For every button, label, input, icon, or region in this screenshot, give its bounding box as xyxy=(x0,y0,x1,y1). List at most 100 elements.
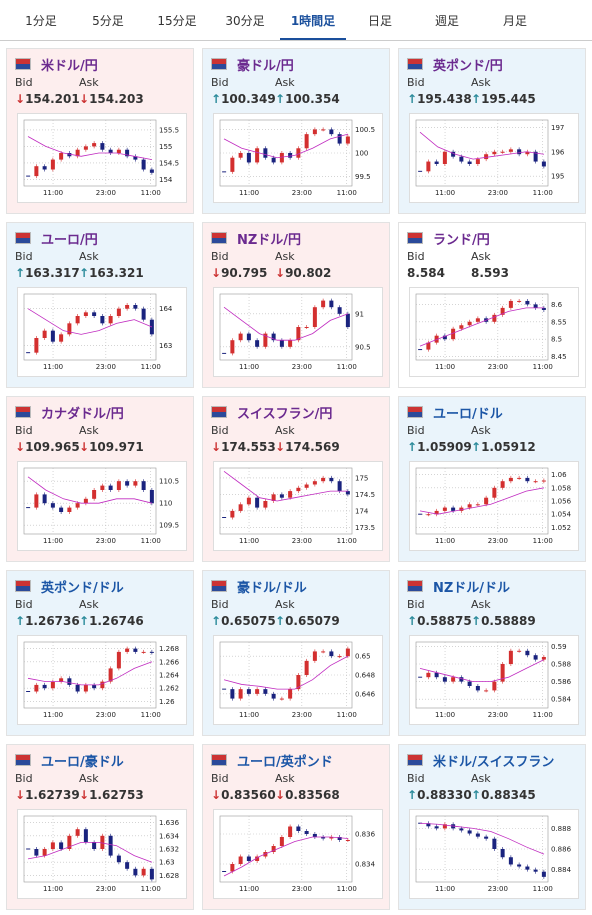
candle xyxy=(541,871,546,877)
candle xyxy=(296,675,301,690)
ask-value: ↑1.26746 xyxy=(79,614,144,628)
bid-label: Bid xyxy=(211,250,229,263)
candle xyxy=(345,136,350,144)
mini-chart: 173.5 174 174.5 175 11:00 23:00 11:00 xyxy=(213,461,383,551)
rate-card[interactable]: 豪ドル/円 Bid Ask ↑100.349 ↑100.354 99.5 100 100.5 1… xyxy=(202,48,390,214)
ask-label: Ask xyxy=(471,424,491,437)
x-tick-label: 11:00 xyxy=(141,189,161,197)
candle xyxy=(492,314,497,322)
candle xyxy=(525,866,530,870)
tab[interactable]: 30分足 xyxy=(225,14,265,28)
rate-card[interactable]: NZドル/ドル Bid Ask ↑0.58875 ↑0.58889 0.584 0.586 0… xyxy=(398,570,586,736)
bid-label: Bid xyxy=(211,772,229,785)
flag-icon xyxy=(211,580,227,592)
flag-icon xyxy=(211,406,227,418)
mini-chart: 90.5 91 11:00 23:00 11:00 xyxy=(213,287,383,377)
bid-value: 8.584 xyxy=(407,266,445,280)
rate-card[interactable]: 豪ドル/ドル Bid Ask ↑0.65075 ↑0.65079 0.646 0.648 0.… xyxy=(202,570,390,736)
rate-card[interactable]: ランド/円 Bid Ask 8.584 8.593 8.45 8.5 8.55 8.6 11:00… xyxy=(398,222,586,388)
x-tick-label: 11:00 xyxy=(337,537,357,545)
tab[interactable]: 週足 xyxy=(434,14,459,28)
candle xyxy=(508,149,513,152)
x-tick-label: 23:00 xyxy=(292,363,312,371)
candle xyxy=(426,342,431,350)
rate-card[interactable]: 英ポンド/ドル Bid Ask ↑1.26736 ↑1.26746 1.26 1.262 1.… xyxy=(6,570,194,736)
candle xyxy=(426,514,431,516)
y-tick-label: 174.5 xyxy=(355,491,375,499)
plot-frame xyxy=(415,293,549,361)
bid-label: Bid xyxy=(15,598,33,611)
candle xyxy=(337,134,342,144)
rate-card[interactable]: ユーロ/ドル Bid Ask ↑1.05909 ↑1.05912 1.052 1.054 1.… xyxy=(398,396,586,562)
candle xyxy=(296,148,301,158)
tab[interactable]: 5分足 xyxy=(92,14,124,28)
rate-card[interactable]: NZドル/円 Bid Ask ↓90.795 ↓90.802 90.5 91 11:00 23:… xyxy=(202,222,390,388)
y-tick-label: 155.5 xyxy=(159,126,179,134)
tab[interactable]: 1分足 xyxy=(25,14,57,28)
bid-value: ↑0.65075 xyxy=(211,614,276,628)
candle xyxy=(533,655,538,660)
flag-icon xyxy=(211,58,227,70)
candle xyxy=(442,824,447,829)
candle xyxy=(442,335,447,340)
rate-card[interactable]: カナダドル/円 Bid Ask ↓109.965 ↓109.971 109.5 110 110… xyxy=(6,396,194,562)
candle xyxy=(475,504,480,506)
bid-label: Bid xyxy=(407,598,425,611)
ask-value: ↑0.88345 xyxy=(471,788,536,802)
candle xyxy=(230,689,235,699)
candle xyxy=(541,161,546,167)
rate-card[interactable]: ユーロ/豪ドル Bid Ask ↓1.62739 ↓1.62753 1.628 1.63 1.… xyxy=(6,744,194,910)
tab[interactable]: 1時間足 xyxy=(280,12,346,40)
y-tick-label: 1.636 xyxy=(159,819,180,827)
candle xyxy=(116,651,121,669)
x-tick-label: 23:00 xyxy=(488,537,508,545)
candle xyxy=(141,159,146,170)
candle xyxy=(426,161,431,172)
candle xyxy=(34,684,39,692)
ask-label: Ask xyxy=(79,250,99,263)
candle xyxy=(59,153,64,160)
candle xyxy=(517,864,522,867)
rate-card[interactable]: ユーロ/円 Bid Ask ↑163.317 ↑163.321 163 164 11:00 23… xyxy=(6,222,194,388)
candle xyxy=(75,149,80,157)
rate-card[interactable]: 米ドル/スイスフラン Bid Ask ↑0.88330 ↑0.88345 0.884 0.8… xyxy=(398,744,586,910)
x-tick-label: 11:00 xyxy=(435,885,455,893)
flag-icon xyxy=(407,406,423,418)
y-tick-label: 0.836 xyxy=(355,831,376,839)
candle xyxy=(83,146,88,150)
candle xyxy=(321,129,326,131)
candle xyxy=(467,504,472,508)
y-tick-label: 8.55 xyxy=(551,318,567,326)
x-tick-label: 11:00 xyxy=(533,537,553,545)
y-tick-label: 1.634 xyxy=(159,832,180,840)
plot-frame xyxy=(219,467,353,535)
tab[interactable]: 15分足 xyxy=(157,14,197,28)
rate-card[interactable]: 米ドル/円 Bid Ask ↓154.201 ↓154.203 154 154.5 155 15… xyxy=(6,48,194,214)
y-tick-label: 110.5 xyxy=(159,478,179,486)
candle xyxy=(230,510,235,518)
y-tick-label: 155 xyxy=(159,143,172,151)
candle xyxy=(459,507,464,511)
rate-card[interactable]: 英ポンド/円 Bid Ask ↑195.438 ↑195.445 195 196 197 11:… xyxy=(398,48,586,214)
bid-value: ↑100.349 xyxy=(211,92,276,106)
ask-label: Ask xyxy=(275,250,295,263)
ask-value: ↓0.83568 xyxy=(275,788,340,802)
x-tick-label: 23:00 xyxy=(292,537,312,545)
rate-card[interactable]: ユーロ/英ポンド Bid Ask ↓0.83560 ↓0.83568 0.834 0.836… xyxy=(202,744,390,910)
y-tick-label: 8.6 xyxy=(551,301,563,309)
tab[interactable]: 日足 xyxy=(367,14,392,28)
candle xyxy=(83,684,88,692)
candle xyxy=(67,153,72,157)
candle xyxy=(50,842,55,849)
candle xyxy=(255,689,260,694)
candle xyxy=(125,648,130,652)
tab[interactable]: 月足 xyxy=(502,14,527,28)
y-tick-label: 1.266 xyxy=(159,658,180,666)
y-tick-label: 99.5 xyxy=(355,173,371,181)
candle xyxy=(337,656,342,658)
x-tick-label: 11:00 xyxy=(533,885,553,893)
rate-card[interactable]: スイスフラン/円 Bid Ask ↓174.553 ↓174.569 173.5 174 17… xyxy=(202,396,390,562)
candle xyxy=(337,481,342,492)
y-tick-label: 0.888 xyxy=(551,825,571,833)
x-tick-label: 11:00 xyxy=(435,537,455,545)
